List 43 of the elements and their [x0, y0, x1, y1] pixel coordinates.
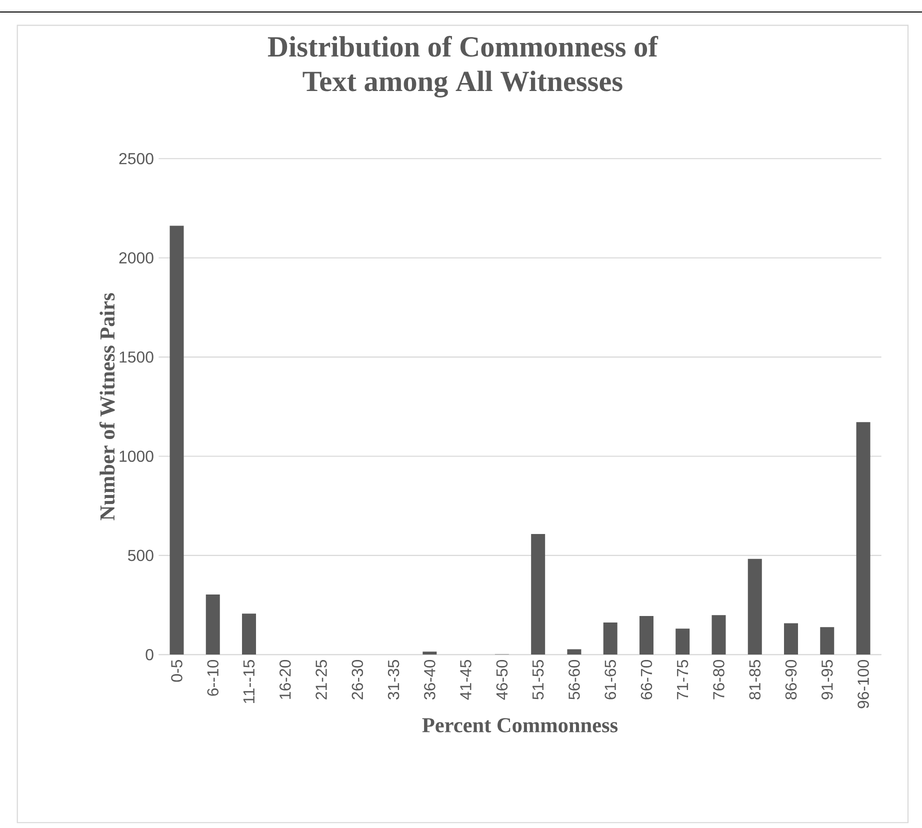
x-tick-label: 46-50 [496, 660, 508, 700]
bar [856, 422, 870, 655]
y-tick-label: 2500 [119, 153, 154, 164]
bar [170, 226, 184, 655]
x-tick-label: 16-20 [280, 660, 291, 699]
x-tick-label: 86-90 [785, 660, 797, 700]
bar [712, 615, 726, 655]
bar [603, 622, 618, 655]
x-tick-label: 61-65 [604, 660, 616, 700]
x-tick-label: 76-80 [713, 660, 724, 700]
bar [748, 558, 762, 655]
y-tick-label: 1500 [120, 351, 154, 363]
bar [676, 628, 690, 655]
y-tick-label: 1000 [120, 450, 154, 462]
bar [242, 614, 256, 655]
bar [784, 623, 798, 655]
chart-title: Distribution of Commonness of Text among All Witnesses [268, 36, 658, 98]
bar [639, 616, 654, 655]
bar [422, 652, 437, 655]
y-tick-label: 0 [146, 649, 154, 660]
x-tick-label: 81-85 [749, 660, 761, 700]
bar [531, 534, 546, 655]
x-tick-label: 26-30 [352, 660, 364, 700]
x-tick-label: 96-100 [858, 660, 869, 708]
x-axis-title: Percent Commonness [422, 718, 618, 732]
x-tick-label: 21-25 [316, 660, 327, 700]
x-tick-label: 41-45 [460, 660, 472, 700]
x-tick-label: 66-70 [640, 660, 652, 700]
bar [206, 594, 220, 655]
x-tick-label: 11--15 [243, 660, 255, 704]
x-tick-label: 51-55 [532, 660, 544, 700]
x-tick-label: 91-95 [822, 660, 833, 700]
y-tick-label: 500 [128, 550, 154, 562]
x-tick-label: 31-35 [388, 660, 400, 700]
bar [820, 627, 834, 655]
x-tick-label: 56-60 [568, 660, 580, 700]
bar [567, 649, 582, 655]
x-tick-label: 71-75 [677, 660, 688, 700]
y-axis-title: Number of Witness Pairs [99, 293, 115, 520]
x-tick-label: 36-40 [424, 660, 436, 700]
y-tick-label: 2000 [119, 252, 154, 264]
x-tick-label: 0-5 [171, 660, 182, 682]
x-tick-label: 6--10 [207, 660, 219, 696]
